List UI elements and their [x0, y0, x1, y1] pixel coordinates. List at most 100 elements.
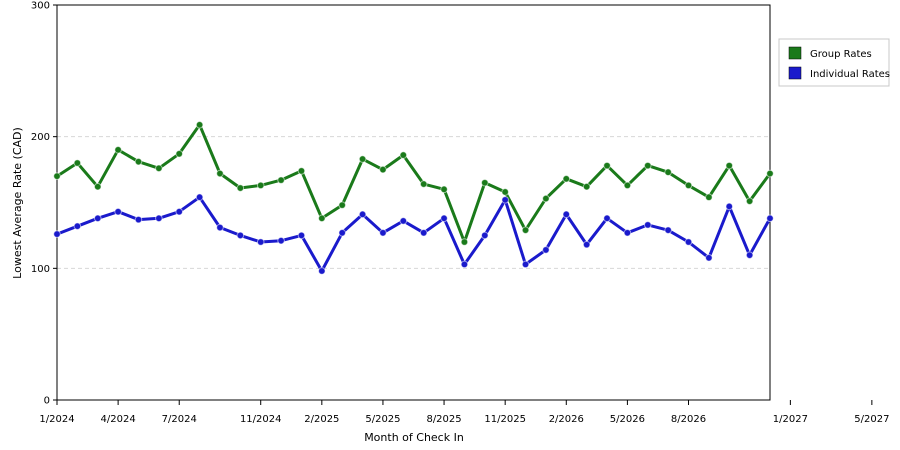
data-point-individual-rates	[114, 207, 122, 216]
data-point-individual-rates	[134, 215, 143, 224]
x-tick-label: 2/2026	[549, 414, 584, 425]
x-axis-ticks: 1/2024 4/2024 7/2024 11/2024 2/2025 5/2025 8/2…	[39, 400, 889, 425]
data-point-group-rates	[216, 169, 224, 178]
data-point-group-rates	[440, 185, 448, 194]
data-point-individual-rates	[684, 238, 693, 246]
data-point-individual-rates	[562, 210, 571, 219]
data-point-group-rates	[195, 121, 204, 129]
legend-label-group-rates: Group Rates	[810, 49, 872, 60]
data-point-group-rates	[379, 165, 387, 174]
data-point-group-rates	[175, 149, 184, 158]
data-point-group-rates	[623, 181, 632, 190]
legend-label-individual-rates: Individual Rates	[810, 69, 890, 80]
data-point-group-rates	[338, 201, 347, 209]
data-point-individual-rates	[338, 228, 347, 237]
data-point-individual-rates	[216, 223, 224, 232]
data-point-individual-rates	[705, 253, 713, 262]
x-tick-label: 1/2024	[39, 414, 74, 425]
data-point-group-rates	[664, 168, 672, 177]
x-tick-label: 1/2027	[773, 414, 808, 425]
data-point-individual-rates	[73, 222, 82, 230]
data-point-group-rates	[256, 181, 265, 190]
data-point-individual-rates	[603, 214, 611, 223]
data-point-individual-rates	[277, 236, 285, 245]
x-tick-label: 11/2024	[240, 414, 282, 425]
y-tick-label: 300	[31, 1, 50, 12]
data-point-individual-rates	[358, 210, 367, 219]
data-point-individual-rates	[379, 228, 387, 237]
plot-area-frame	[56, 4, 771, 401]
legend-swatch-individual-rates	[788, 66, 802, 80]
data-point-group-rates	[684, 181, 693, 190]
grid-lines	[57, 136, 770, 269]
data-point-individual-rates	[542, 246, 550, 254]
data-point-group-rates	[521, 226, 530, 234]
data-point-individual-rates	[93, 214, 102, 223]
x-tick-label: 8/2026	[671, 414, 706, 425]
data-point-individual-rates	[297, 231, 306, 240]
data-point-group-rates	[53, 172, 61, 180]
data-point-individual-rates	[256, 238, 265, 246]
data-point-individual-rates	[766, 214, 774, 223]
y-axis-ticks: 0 100 200 300	[31, 1, 57, 407]
data-point-group-rates	[155, 164, 163, 173]
data-point-group-rates	[643, 161, 652, 170]
data-point-group-rates	[562, 175, 571, 183]
data-point-group-rates	[419, 180, 428, 188]
data-point-individual-rates	[399, 217, 408, 225]
y-tick-label: 100	[31, 264, 50, 275]
data-point-individual-rates	[745, 251, 754, 259]
data-point-group-rates	[318, 214, 326, 223]
data-point-individual-rates	[155, 214, 163, 223]
data-point-individual-rates	[643, 221, 652, 229]
axes	[56, 4, 771, 401]
data-point-group-rates	[134, 157, 143, 166]
data-point-group-rates	[745, 197, 754, 205]
data-point-group-rates	[399, 151, 408, 159]
data-point-group-rates	[297, 167, 306, 175]
data-point-individual-rates	[501, 196, 509, 204]
x-tick-label: 5/2026	[610, 414, 645, 425]
data-point-individual-rates	[582, 240, 591, 249]
data-point-individual-rates	[236, 231, 245, 240]
x-axis-title: Month of Check In	[364, 431, 464, 444]
data-point-individual-rates	[53, 230, 61, 238]
data-point-group-rates	[358, 155, 367, 163]
data-point-group-rates	[460, 238, 469, 246]
data-point-group-rates	[582, 182, 591, 191]
data-point-individual-rates	[419, 228, 428, 237]
data-point-individual-rates	[521, 260, 530, 269]
data-point-group-rates	[603, 161, 611, 170]
data-point-group-rates	[501, 188, 509, 196]
data-point-group-rates	[73, 159, 82, 167]
x-tick-label: 7/2024	[162, 414, 197, 425]
data-point-group-rates	[725, 161, 734, 170]
x-tick-label: 8/2025	[426, 414, 461, 425]
data-point-group-rates	[481, 178, 489, 187]
data-point-individual-rates	[440, 214, 448, 223]
data-point-group-rates	[766, 169, 774, 178]
y-axis-title: Lowest Average Rate (CAD)	[11, 127, 24, 279]
data-point-individual-rates	[318, 267, 326, 275]
data-point-individual-rates	[623, 228, 632, 237]
series-line-group-rates	[56, 123, 772, 244]
data-point-group-rates	[236, 184, 245, 192]
data-point-individual-rates	[481, 231, 489, 240]
x-tick-label: 2/2025	[304, 414, 339, 425]
series-layer	[53, 121, 774, 275]
series-line-individual-rates	[56, 195, 772, 273]
y-tick-label: 0	[44, 396, 50, 407]
legend: Group Rates Individual Rates	[778, 38, 890, 87]
data-point-individual-rates	[175, 207, 184, 216]
x-tick-label: 5/2025	[365, 414, 400, 425]
data-point-group-rates	[114, 146, 122, 154]
data-point-group-rates	[93, 182, 102, 191]
x-tick-label: 4/2024	[101, 414, 136, 425]
data-point-individual-rates	[195, 193, 204, 202]
data-point-group-rates	[705, 193, 713, 202]
data-point-individual-rates	[460, 260, 469, 269]
data-point-group-rates	[277, 176, 285, 184]
data-point-individual-rates	[664, 226, 672, 234]
data-point-individual-rates	[725, 202, 734, 211]
y-tick-label: 200	[31, 132, 50, 143]
